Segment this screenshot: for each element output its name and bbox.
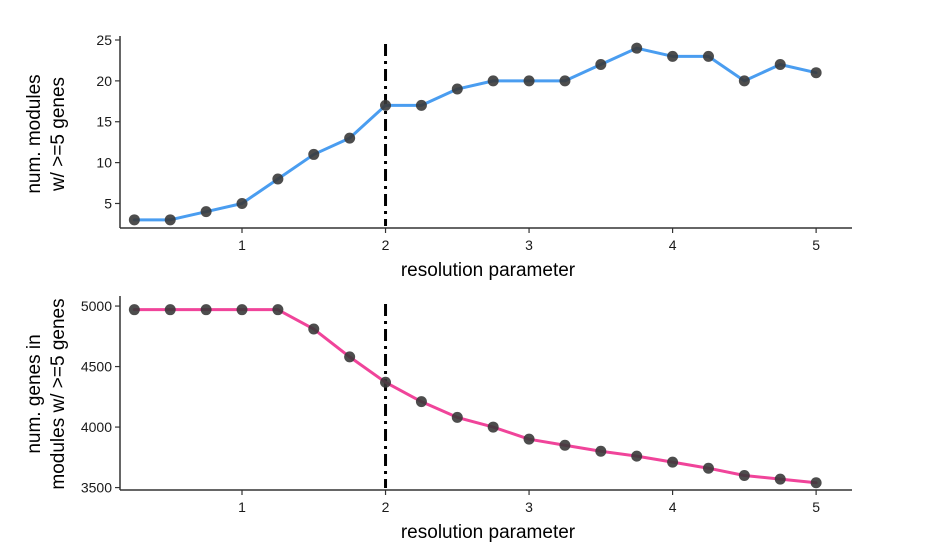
data-point [631,42,643,54]
y-axis-title-line: num. modules [24,74,45,193]
data-point [380,376,392,388]
data-point [774,59,786,71]
data-point [667,50,679,62]
x-tick-label: 5 [812,499,820,515]
y-tick-label: 3500 [81,480,112,496]
y-tick-label: 25 [96,32,112,48]
modules-count-panel: 5 10 15 20 25 1 2 3 4 5 resolution parameter num. m… [24,32,852,281]
data-point [200,206,212,218]
data-point [523,433,535,445]
y-tick-label: 4000 [81,419,112,435]
data-point [380,99,392,111]
y-tick-label: 4500 [81,359,112,375]
data-point [164,214,176,226]
y-axis-title-line: modules w/ >=5 genes [48,298,69,489]
x-tick-label: 1 [238,237,246,253]
x-axis-title: resolution parameter [401,260,576,281]
data-point [128,214,140,226]
data-point [595,59,607,71]
y-tick-label: 15 [96,114,112,130]
data-point [702,462,714,474]
series-line [132,46,818,222]
y-axis-title-line: num. genes in [24,334,45,453]
data-point [308,148,320,160]
x-tick-label: 4 [669,237,677,253]
data-point [559,75,571,87]
x-tick-label: 3 [525,499,533,515]
data-point [415,396,427,408]
x-tick-label: 5 [812,237,820,253]
data-point [667,456,679,468]
x-tick-label: 1 [238,499,246,515]
data-point [272,304,284,316]
data-point [595,445,607,457]
data-point [810,67,822,79]
data-point [451,83,463,95]
data-point [344,132,356,144]
data-point [308,323,320,335]
series-line [132,308,818,485]
data-point [344,351,356,363]
y-tick-label: 5000 [81,298,112,314]
genes-count-panel: 3500 4000 4500 5000 1 2 3 4 5 resolution paramete… [24,296,852,543]
x-axis-title: resolution parameter [401,522,576,543]
data-point [236,304,248,316]
data-point [702,50,714,62]
data-point [415,99,427,111]
data-point [631,450,643,462]
y-tick-label: 20 [96,73,112,89]
data-point [523,75,535,87]
data-point [451,411,463,423]
x-tick-label: 2 [382,499,390,515]
data-point [559,439,571,451]
data-point [487,75,499,87]
y-tick-label: 5 [104,195,112,211]
data-point [774,473,786,485]
data-point [128,304,140,316]
y-tick-label: 10 [96,155,112,171]
data-point [200,304,212,316]
data-point [164,304,176,316]
data-point [236,197,248,209]
x-tick-label: 3 [525,237,533,253]
data-point [487,421,499,433]
x-tick-label: 4 [669,499,677,515]
x-tick-label: 2 [382,237,390,253]
data-point [738,75,750,87]
data-point [272,173,284,185]
data-point [810,477,822,489]
y-axis-title-line: w/ >=5 genes [48,77,69,192]
data-point [738,469,750,481]
